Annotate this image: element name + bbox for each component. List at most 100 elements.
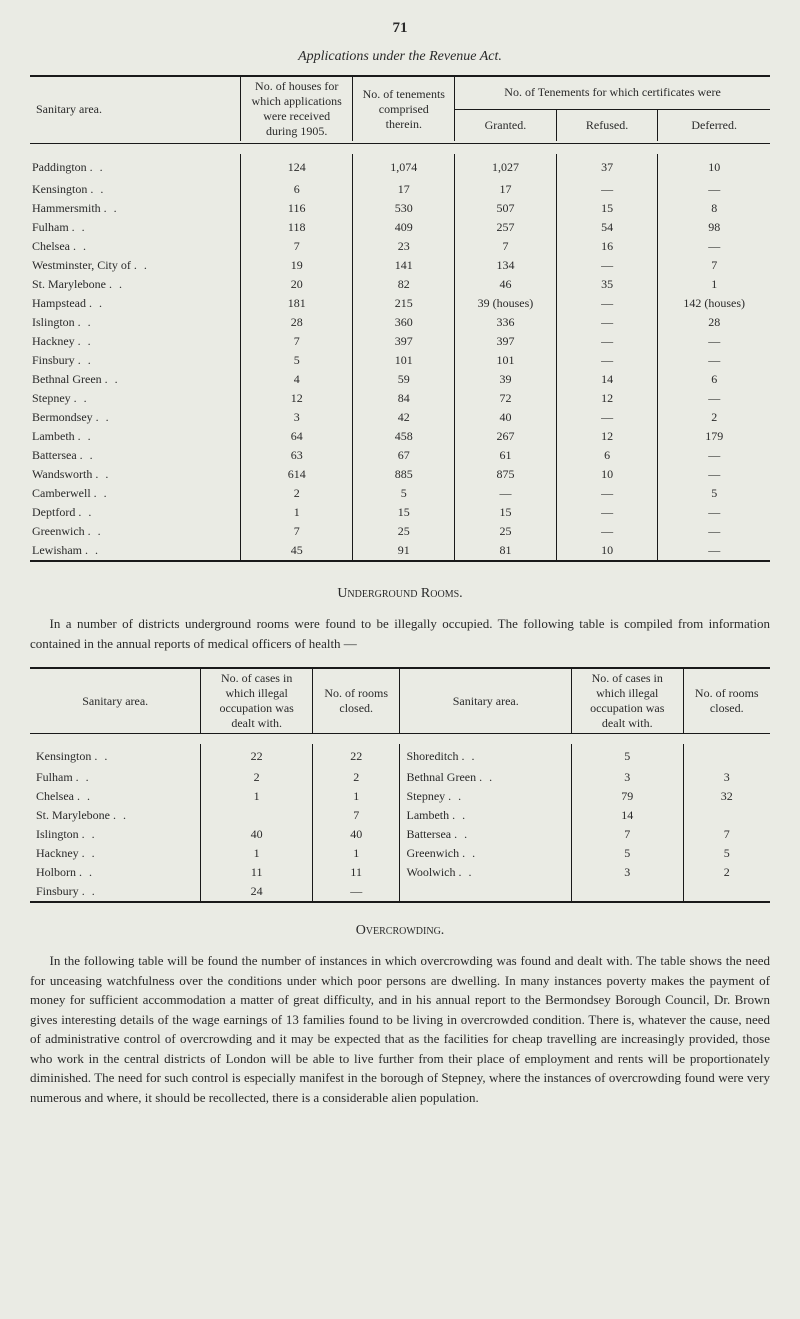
page-number: 71	[30, 20, 770, 37]
data-cell: 17	[353, 180, 455, 199]
data-cell: —	[658, 522, 770, 541]
hdr-deferred: Deferred.	[658, 109, 770, 141]
data-cell: 39	[455, 370, 557, 389]
data-cell: 3	[571, 863, 683, 882]
data-cell: 15	[455, 503, 557, 522]
data-cell: —	[556, 522, 658, 541]
table-row: Islington . .28360336—28	[30, 313, 770, 332]
data-cell: 19	[240, 256, 353, 275]
data-cell: 14	[556, 370, 658, 389]
data-cell: 32	[683, 787, 770, 806]
table-row: Hackney . .7397397——	[30, 332, 770, 351]
data-cell: 101	[455, 351, 557, 370]
table-row: Hampstead . .18121539 (houses)—142 (hous…	[30, 294, 770, 313]
data-cell: 124	[240, 154, 353, 180]
table-row: Battersea . .6367616—	[30, 446, 770, 465]
table-row: Islington . .4040Battersea . .77	[30, 825, 770, 844]
data-cell: 25	[353, 522, 455, 541]
data-cell: 134	[455, 256, 557, 275]
data-cell: 10	[556, 465, 658, 484]
data-cell: 2	[312, 768, 400, 787]
data-cell	[571, 882, 683, 902]
data-cell: 15	[353, 503, 455, 522]
hdr-cert-group: No. of Tenements for which certificates …	[455, 76, 770, 109]
hdr-granted: Granted.	[455, 109, 557, 141]
data-cell: 116	[240, 199, 353, 218]
data-cell: 336	[455, 313, 557, 332]
hdr-sanitary: Sanitary area.	[30, 76, 240, 141]
table-row: Hackney . .11Greenwich . .55	[30, 844, 770, 863]
data-cell: 3	[571, 768, 683, 787]
data-cell: 63	[240, 446, 353, 465]
data-cell: 614	[240, 465, 353, 484]
data-cell: 3	[240, 408, 353, 427]
area-cell: Camberwell . .	[30, 484, 240, 503]
data-cell: 2	[683, 863, 770, 882]
data-cell: 360	[353, 313, 455, 332]
data-cell: 61	[455, 446, 557, 465]
data-cell: 12	[240, 389, 353, 408]
data-cell	[683, 806, 770, 825]
area-cell: Bermondsey . .	[30, 408, 240, 427]
data-cell: Bethnal Green . .	[400, 768, 572, 787]
data-cell: 2	[240, 484, 353, 503]
data-cell: —	[556, 332, 658, 351]
data-cell: 6	[240, 180, 353, 199]
t2-hdr-cases-r: No. of cases in which illegal occupation…	[571, 668, 683, 734]
data-cell	[683, 882, 770, 902]
area-cell: Lewisham . .	[30, 541, 240, 561]
data-cell: Woolwich . .	[400, 863, 572, 882]
data-cell: 81	[455, 541, 557, 561]
data-cell: —	[556, 313, 658, 332]
area-cell: Wandsworth . .	[30, 465, 240, 484]
data-cell: —	[556, 180, 658, 199]
data-cell: 91	[353, 541, 455, 561]
data-cell: 1	[658, 275, 770, 294]
data-cell: 25	[455, 522, 557, 541]
data-cell: 267	[455, 427, 557, 446]
data-cell: 507	[455, 199, 557, 218]
data-cell: 257	[455, 218, 557, 237]
underground-table: Sanitary area. No. of cases in which ill…	[30, 667, 770, 903]
table-row: Paddington . .1241,0741,0273710	[30, 154, 770, 180]
data-cell: 5	[683, 844, 770, 863]
table-row: Camberwell . .25——5	[30, 484, 770, 503]
area-cell: Hackney . .	[30, 332, 240, 351]
data-cell: Holborn . .	[30, 863, 201, 882]
data-cell: 7	[240, 332, 353, 351]
data-cell: 23	[353, 237, 455, 256]
data-cell: 28	[658, 313, 770, 332]
data-cell: 10	[658, 154, 770, 180]
data-cell: 7	[571, 825, 683, 844]
data-cell: 82	[353, 275, 455, 294]
t2-hdr-cases-l: No. of cases in which illegal occupation…	[201, 668, 313, 734]
underground-paragraph: In a number of districts underground roo…	[30, 614, 770, 653]
data-cell: 24	[201, 882, 313, 902]
area-cell: Greenwich . .	[30, 522, 240, 541]
data-cell: —	[312, 882, 400, 902]
table-row: St. Marylebone . .208246351	[30, 275, 770, 294]
data-cell: 7	[240, 522, 353, 541]
area-cell: Bethnal Green . .	[30, 370, 240, 389]
area-cell: St. Marylebone . .	[30, 275, 240, 294]
area-cell: Paddington . .	[30, 154, 240, 180]
data-cell: 4	[240, 370, 353, 389]
data-cell: 22	[201, 744, 313, 768]
area-cell: Hampstead . .	[30, 294, 240, 313]
data-cell: 1,074	[353, 154, 455, 180]
hdr-tenements: No. of tenements comprised therein.	[353, 76, 455, 141]
table-row: Deptford . .11515——	[30, 503, 770, 522]
data-cell: 20	[240, 275, 353, 294]
data-cell: —	[556, 408, 658, 427]
data-cell: 11	[201, 863, 313, 882]
data-cell: 59	[353, 370, 455, 389]
area-cell: Stepney . .	[30, 389, 240, 408]
data-cell: 6	[658, 370, 770, 389]
area-cell: Westminster, City of . .	[30, 256, 240, 275]
area-cell: Hammersmith . .	[30, 199, 240, 218]
data-cell: 46	[455, 275, 557, 294]
table-row: Lewisham . .45918110—	[30, 541, 770, 561]
data-cell: Finsbury . .	[30, 882, 201, 902]
data-cell: 101	[353, 351, 455, 370]
data-cell: —	[556, 484, 658, 503]
